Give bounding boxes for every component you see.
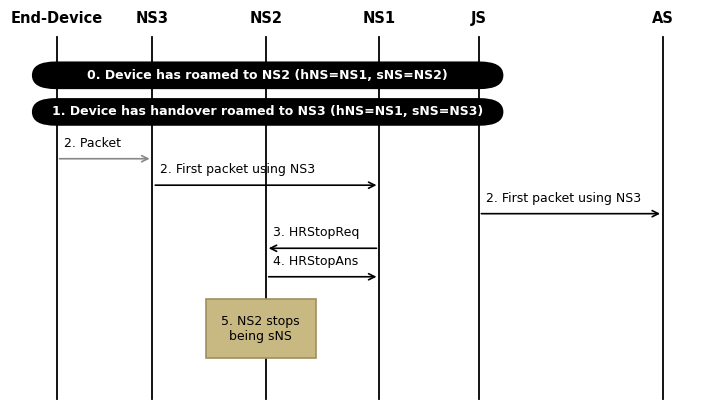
Circle shape [147, 72, 158, 79]
Circle shape [253, 105, 279, 119]
Text: NS3: NS3 [136, 11, 169, 26]
Text: 5. NS2 stops
being sNS: 5. NS2 stops being sNS [221, 315, 300, 343]
Text: 1. Device has handover roamed to NS3 (hNS=NS1, sNS=NS3): 1. Device has handover roamed to NS3 (hN… [52, 105, 484, 118]
Text: 2. First packet using NS3: 2. First packet using NS3 [160, 163, 315, 176]
Text: 4. HRStopAns: 4. HRStopAns [273, 255, 358, 268]
Text: 2. First packet using NS3: 2. First packet using NS3 [486, 192, 641, 205]
Circle shape [51, 109, 62, 115]
Circle shape [466, 105, 491, 119]
Text: AS: AS [652, 11, 674, 26]
Circle shape [44, 68, 69, 83]
Circle shape [473, 72, 484, 79]
Circle shape [367, 68, 392, 83]
Circle shape [260, 72, 272, 79]
Circle shape [374, 109, 385, 115]
FancyBboxPatch shape [206, 299, 316, 358]
FancyBboxPatch shape [32, 61, 503, 89]
Text: 2. Packet: 2. Packet [64, 137, 121, 150]
Circle shape [147, 109, 158, 115]
Text: End-Device: End-Device [11, 11, 103, 26]
Circle shape [374, 72, 385, 79]
Text: 3. HRStopReq: 3. HRStopReq [273, 226, 359, 239]
Circle shape [140, 105, 165, 119]
Text: JS: JS [471, 11, 486, 26]
Circle shape [51, 72, 62, 79]
Circle shape [473, 109, 484, 115]
Circle shape [253, 68, 279, 83]
Circle shape [367, 105, 392, 119]
Circle shape [44, 105, 69, 119]
Text: 0. Device has roamed to NS2 (hNS=NS1, sNS=NS2): 0. Device has roamed to NS2 (hNS=NS1, sN… [87, 69, 448, 82]
FancyBboxPatch shape [32, 98, 503, 126]
Circle shape [466, 68, 491, 83]
Circle shape [260, 109, 272, 115]
Text: NS2: NS2 [250, 11, 282, 26]
Text: NS1: NS1 [363, 11, 396, 26]
Circle shape [140, 68, 165, 83]
